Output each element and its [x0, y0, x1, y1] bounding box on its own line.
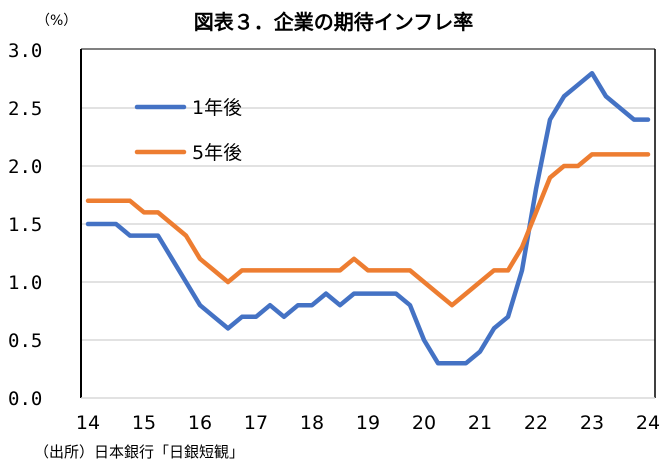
y-tick-label: 0.5 [8, 330, 42, 352]
y-tick-label: 3.0 [8, 40, 42, 62]
x-tick-label: 18 [300, 412, 324, 434]
x-tick-label: 19 [356, 412, 380, 434]
x-tick-label: 24 [636, 412, 660, 434]
y-tick-label: 0.0 [8, 388, 42, 410]
source-note: （出所）日本銀行「日銀短観」 [34, 443, 245, 461]
y-tick-label: 1.0 [8, 272, 42, 294]
series-line-1 [85, 70, 651, 366]
x-tick-label: 20 [412, 412, 436, 434]
y-tick-label: 2.5 [8, 98, 42, 120]
x-tick-label: 14 [76, 412, 100, 434]
legend-label-1: 1年後 [192, 97, 242, 119]
x-tick-label: 17 [244, 412, 268, 434]
legend-label-2: 5年後 [192, 142, 242, 164]
x-tick-label: 16 [188, 412, 212, 434]
x-tick-label: 23 [580, 412, 604, 434]
x-tick-label: 15 [132, 412, 156, 434]
y-tick-label: 2.0 [8, 156, 42, 178]
x-tick-label: 21 [468, 412, 492, 434]
chart-title: 図表３．企業の期待インフレ率 [193, 10, 474, 34]
y-tick-label: 1.5 [8, 214, 42, 236]
x-tick-label: 22 [524, 412, 548, 434]
y-axis-unit: （%） [36, 13, 78, 29]
